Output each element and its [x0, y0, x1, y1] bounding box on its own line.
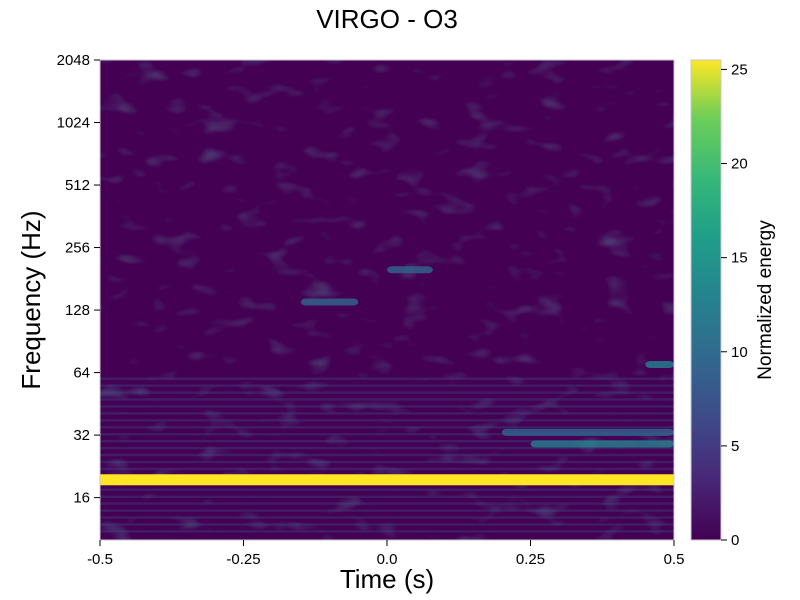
background-band	[100, 433, 674, 436]
x-tick-label: -0.25	[226, 551, 260, 568]
y-tick-label: 32	[73, 427, 90, 444]
background-band	[100, 530, 674, 533]
y-tick-label: 512	[65, 177, 90, 194]
colorbar-tick-label: 0	[731, 532, 739, 549]
y-axis: 16 32 64 128 256 512 1024 2048	[57, 52, 100, 507]
x-tick-label: 0.0	[377, 551, 398, 568]
y-tick-label: 256	[65, 240, 90, 257]
background-band	[100, 412, 674, 415]
background-band	[100, 502, 674, 505]
plot-area	[99, 59, 675, 541]
background-band	[100, 377, 674, 380]
colorbar: 0 5 10 15 20 25 Normalized energy	[690, 59, 776, 549]
background-band	[100, 391, 674, 394]
background-band	[100, 523, 674, 526]
energy-feature	[530, 440, 674, 448]
energy-feature	[501, 428, 674, 436]
colorbar-tick-label: 5	[731, 438, 739, 455]
y-tick-label: 1024	[57, 115, 90, 132]
y-tick-label: 64	[73, 365, 90, 382]
background-band	[100, 405, 674, 408]
background-band	[100, 419, 674, 422]
x-axis-label: Time (s)	[340, 564, 434, 594]
background-band	[100, 460, 674, 464]
background-band	[100, 495, 674, 498]
colorbar-label: Normalized energy	[755, 220, 776, 380]
background-band	[100, 398, 674, 401]
background-band	[100, 509, 674, 512]
background-band	[100, 467, 674, 471]
x-tick-label: -0.5	[87, 551, 113, 568]
colorbar-ticks: 0 5 10 15 20 25	[721, 61, 748, 549]
chart-title: VIRGO - O3	[316, 4, 458, 34]
colorbar-tick-label: 20	[731, 156, 748, 173]
y-tick-label: 128	[65, 302, 90, 319]
background-band	[100, 488, 674, 491]
colorbar-tick-label: 25	[731, 61, 748, 78]
x-tick-label: 0.25	[516, 551, 545, 568]
noise-texture	[100, 60, 674, 540]
colorbar-gradient	[690, 59, 722, 541]
background-band	[100, 453, 674, 457]
energy-feature	[387, 266, 433, 274]
background-band	[100, 384, 674, 387]
heatmap-layer	[100, 60, 674, 540]
x-tick-label: 0.5	[664, 551, 685, 568]
background-band	[100, 426, 674, 429]
colorbar-tick-label: 10	[731, 344, 748, 361]
y-axis-label: Frequency (Hz)	[16, 210, 46, 389]
x-axis: -0.5 -0.25 0.0 0.25 0.5	[87, 540, 684, 568]
background-band	[100, 439, 674, 443]
y-tick-label: 2048	[57, 52, 90, 69]
energy-feature	[100, 474, 674, 486]
background-band	[100, 446, 674, 450]
background-band	[100, 516, 674, 519]
energy-feature	[645, 360, 674, 368]
y-tick-label: 16	[73, 490, 90, 507]
colorbar-tick-label: 15	[731, 250, 748, 267]
energy-feature	[300, 298, 359, 306]
